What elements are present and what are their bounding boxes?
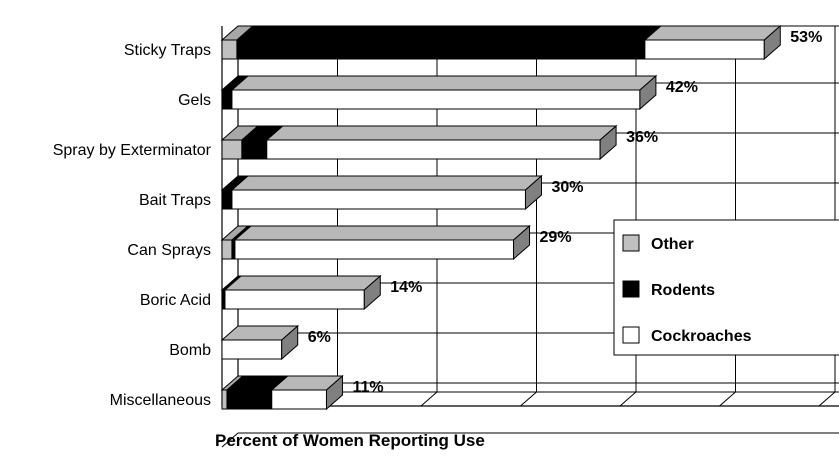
bar-top-cockroaches [223,275,382,291]
bar-segment-other [221,39,238,60]
bar-segment-cockroaches [644,39,765,60]
bar-end-face [363,274,381,311]
bar-segment-other [221,389,228,410]
bar-gels [220,74,658,111]
value-labels: 53% 42% 36% 30% 29% 14% 6% 11% [308,29,823,396]
bar-top-cockroaches [643,25,782,41]
bar-top-rodents [235,25,663,41]
bar-boric-acid [220,274,382,311]
bar-segment-cockroaches [271,389,327,410]
value-label-bait-traps: 30% [551,179,583,196]
gridline-floor [818,391,836,407]
category-label-miscellaneous: Miscellaneous [110,392,211,409]
bar-segment-other [221,239,233,260]
bar-segment-rodents [226,389,273,410]
bar-can-sprays [220,224,531,261]
category-label-spray-by-exterminator: Spray by Exterminator [53,142,212,159]
bar-segment-rodents [221,189,233,210]
bar-top-cockroaches [233,225,531,241]
legend-swatch-cockroaches [622,326,640,344]
category-labels: Sticky Traps Gels Spray by Exterminator Bai… [53,42,212,409]
legend-label-other: Other [651,236,694,253]
value-label-bomb: 6% [308,329,331,346]
bar-segment-rodents [241,139,268,160]
value-label-miscellaneous: 11% [352,379,383,396]
value-label-spray-by-exterminator: 36% [626,129,658,146]
category-label-gels: Gels [178,92,211,109]
bar-miscellaneous [220,374,344,411]
legend-box [613,219,839,356]
bar-end-face [763,24,781,61]
bar-segment-other [221,139,243,160]
gridline-floor [619,391,637,407]
bar-end-face [639,74,657,111]
x-axis-title: Percent of Women Reporting Use [215,431,485,450]
bar-segment-cockroaches [224,289,365,310]
category-label-sticky-traps: Sticky Traps [124,42,211,59]
bar-top-cockroaches [230,75,658,91]
bar-end-face [325,374,343,411]
bar-segment-cockroaches [231,89,641,110]
bar-end-face [281,324,299,361]
gridline-floor [719,391,736,407]
bar-segment-rodents [236,39,646,60]
bar-sticky-traps [220,24,782,61]
legend-swatch-rodents [622,280,640,298]
bar-segment-rodents [221,89,233,110]
value-label-sticky-traps: 53% [790,29,822,46]
bar-bait-traps [220,174,543,211]
value-label-boric-acid: 14% [390,279,422,296]
legend: Other Rodents Cockroaches [613,219,839,356]
legend-swatch-other [622,234,640,252]
bar-spray-by-exterminator [220,124,618,161]
bar-top-cockroaches [265,125,618,141]
bars [220,24,782,411]
bar-end-face [524,174,542,211]
bar-top-cockroaches [230,175,543,191]
bar-segment-cockroaches [266,139,601,160]
legend-label-rodents: Rodents [651,282,715,299]
wall-divider [221,432,239,448]
bar-end-face [599,124,617,161]
bar-segment-cockroaches [231,189,526,210]
category-label-boric-acid: Boric Acid [140,292,211,309]
value-label-gels: 42% [666,79,698,96]
bar-end-face [513,224,531,261]
bar-bomb [220,324,300,361]
gridline-floor [520,391,537,407]
category-label-bait-traps: Bait Traps [139,192,211,209]
bar-segment-cockroaches [234,239,515,260]
category-label-can-sprays: Can Sprays [127,242,211,259]
legend-label-cockroaches: Cockroaches [651,328,752,345]
bar-segment-cockroaches [221,339,283,360]
value-label-can-sprays: 29% [540,229,572,246]
gridline-floor [420,391,438,407]
category-label-bomb: Bomb [169,342,211,359]
